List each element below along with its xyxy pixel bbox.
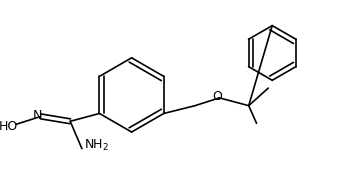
Text: HO: HO xyxy=(0,120,18,133)
Text: N: N xyxy=(32,109,42,122)
Text: O: O xyxy=(212,90,222,103)
Text: NH$_2$: NH$_2$ xyxy=(84,137,109,153)
